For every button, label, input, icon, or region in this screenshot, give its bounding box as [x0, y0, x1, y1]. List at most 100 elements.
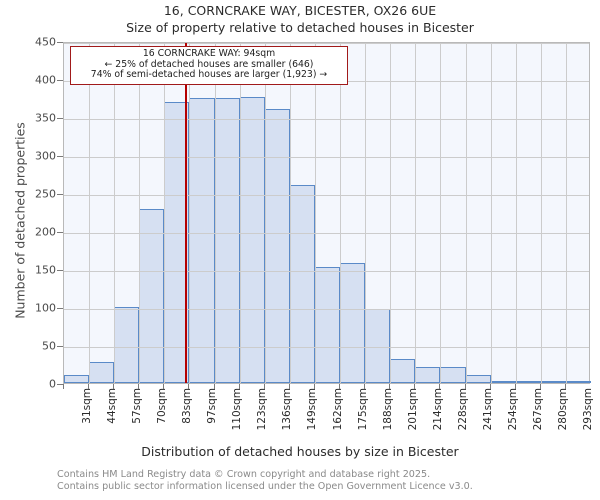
x-axis-tick: [489, 384, 491, 389]
grid-line-horizontal: [64, 119, 589, 120]
x-axis-tick-label: 175sqm: [356, 388, 369, 431]
y-axis-tick: [57, 156, 63, 157]
footer-attribution: Contains HM Land Registry data © Crown c…: [57, 469, 577, 492]
x-axis-tick: [113, 384, 115, 389]
annotation-line-1: 16 CORNCRAKE WAY: 94sqm: [142, 48, 276, 59]
x-axis-tick: [539, 384, 541, 389]
grid-line-vertical: [365, 43, 367, 383]
y-axis-tick: [57, 194, 63, 195]
x-axis-tick-label: 57sqm: [130, 388, 143, 424]
x-axis-tick-label: 162sqm: [331, 388, 344, 431]
plot-area: [63, 42, 591, 384]
grid-line-vertical: [289, 43, 291, 383]
footer-line-2: Contains public sector information licen…: [57, 480, 473, 492]
histogram-bar: [114, 307, 140, 383]
grid-line-vertical: [239, 43, 241, 383]
histogram-bar: [214, 98, 240, 383]
histogram-bar: [490, 381, 516, 383]
histogram-bar: [440, 367, 466, 383]
x-axis-tick-label: 188sqm: [381, 388, 394, 431]
y-axis-tick-label: 350: [35, 111, 56, 125]
x-axis-tick: [464, 384, 466, 389]
y-axis-tick: [57, 270, 63, 271]
histogram-bar: [515, 380, 541, 383]
x-axis-tick-label: 293sqm: [582, 388, 595, 431]
grid-line-vertical: [164, 43, 166, 383]
y-axis-tick-label: 450: [35, 35, 56, 49]
property-annotation-box: 16 CORNCRAKE WAY: 94sqm ← 25% of detache…: [70, 46, 348, 85]
grid-line-vertical: [340, 43, 342, 383]
grid-line-vertical: [139, 43, 141, 383]
y-axis-tick: [57, 384, 63, 385]
x-axis-tick: [263, 384, 265, 389]
grid-line-horizontal: [64, 271, 589, 272]
x-axis-title: Distribution of detached houses by size …: [141, 444, 459, 459]
grid-line-vertical: [114, 43, 116, 383]
grid-line-vertical: [490, 43, 492, 383]
x-axis-tick-label: 214sqm: [431, 388, 444, 431]
x-axis-tick: [238, 384, 240, 389]
y-axis-tick-label: 100: [35, 301, 56, 315]
x-axis-tick-label: 228sqm: [456, 388, 469, 431]
grid-line-vertical: [89, 43, 91, 383]
x-axis-tick: [564, 384, 566, 389]
x-axis-tick-label: 241sqm: [482, 388, 495, 431]
property-marker-line: [184, 43, 187, 383]
y-axis-tick: [57, 42, 63, 43]
x-axis-tick-label: 83sqm: [180, 388, 193, 424]
x-axis-tick: [188, 384, 190, 389]
histogram-bar: [465, 375, 491, 383]
x-axis-tick: [364, 384, 366, 389]
y-axis-tick: [57, 80, 63, 81]
grid-line-vertical: [189, 43, 191, 383]
histogram-bar: [340, 262, 366, 383]
grid-line-vertical: [415, 43, 417, 383]
y-axis-tick-label: 250: [35, 187, 56, 201]
y-axis-tick: [57, 346, 63, 347]
histogram-bar: [264, 109, 290, 383]
x-axis-tick: [213, 384, 215, 389]
x-axis-tick-label: 97sqm: [206, 388, 219, 424]
grid-line-vertical: [540, 43, 542, 383]
histogram-bar: [415, 367, 441, 383]
histogram-bar: [565, 381, 591, 383]
annotation-line-3: 74% of semi-detached houses are larger (…: [90, 69, 328, 81]
histogram-bar: [189, 98, 215, 383]
x-axis-tick-label: 44sqm: [105, 388, 118, 424]
y-axis-tick-label: 50: [42, 339, 56, 353]
bars-layer: [64, 43, 591, 383]
histogram-bar: [314, 267, 341, 383]
grid-line-vertical: [214, 43, 216, 383]
grid-line-horizontal: [64, 157, 589, 158]
x-axis-tick-label: 31sqm: [80, 388, 93, 424]
grid-line-horizontal: [64, 233, 589, 234]
grid-line-horizontal: [64, 43, 589, 44]
histogram-bar: [390, 359, 416, 383]
y-axis-tick-label: 0: [49, 377, 56, 391]
x-axis-tick-label: 136sqm: [281, 388, 294, 431]
x-axis-tick: [138, 384, 140, 389]
grid-line-vertical: [264, 43, 266, 383]
histogram-bar: [139, 208, 165, 383]
page-title: 16, CORNCRAKE WAY, BICESTER, OX26 6UE: [163, 3, 437, 18]
grid-line-vertical: [440, 43, 442, 383]
x-axis-tick: [63, 384, 64, 389]
x-axis-tick-label: 70sqm: [155, 388, 168, 424]
x-axis-tick: [163, 384, 165, 389]
x-axis-tick-label: 110sqm: [231, 388, 244, 431]
x-axis-tick-label: 201sqm: [406, 388, 419, 431]
histogram-bar: [89, 362, 115, 383]
x-axis-tick-label: 254sqm: [507, 388, 520, 431]
x-axis-tick: [414, 384, 416, 389]
grid-line-vertical: [465, 43, 467, 383]
x-axis-tick: [514, 384, 516, 389]
grid-line-horizontal: [64, 195, 589, 196]
chart-title-block: 16, CORNCRAKE WAY, BICESTER, OX26 6UE Si…: [0, 2, 600, 37]
y-axis-tick: [57, 308, 63, 309]
y-axis-tick-label: 200: [35, 225, 56, 239]
x-axis-tick-label: 123sqm: [256, 388, 269, 431]
x-axis-tick-label: 280sqm: [557, 388, 570, 431]
grid-line-vertical: [390, 43, 392, 383]
footer-line-1: Contains HM Land Registry data © Crown c…: [57, 469, 431, 480]
